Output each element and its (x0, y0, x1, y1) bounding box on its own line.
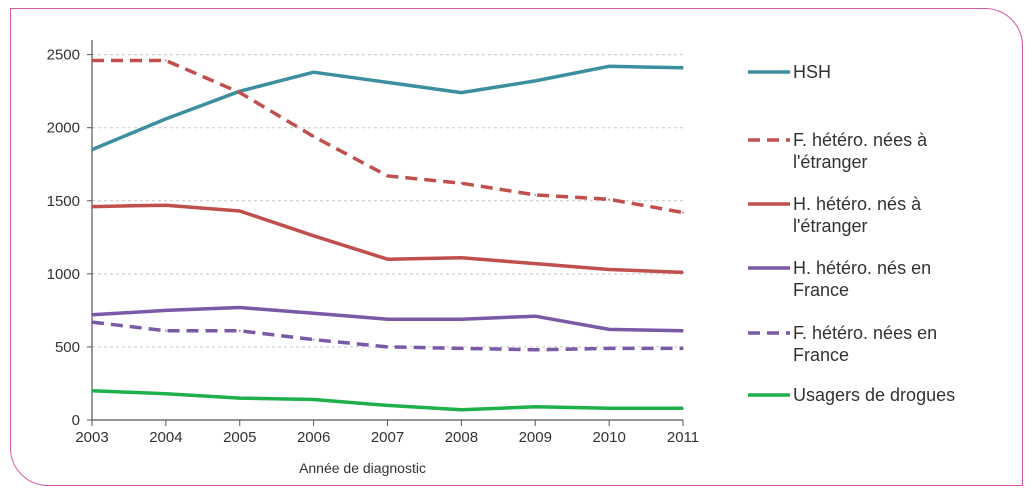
x-tick-label: 2005 (223, 429, 256, 446)
legend-entry: l'étranger (793, 152, 867, 172)
series-point-2 (608, 268, 610, 271)
x-tick-labels: 2003 2004 2005 2006 2007 2008 2009 2010 2011 (75, 429, 699, 446)
series-point-2 (165, 204, 167, 206)
x-tick-label: 2010 (592, 429, 625, 446)
legend-entry: HSH (793, 62, 831, 82)
series-point-0 (460, 91, 463, 94)
series-point-2 (460, 256, 463, 259)
series-point-5 (312, 398, 315, 401)
series-point-1 (460, 182, 463, 185)
series-point-5 (460, 408, 463, 411)
series-point-0 (682, 66, 684, 69)
series-point-1 (386, 175, 389, 177)
series-point-3 (386, 318, 389, 320)
y-tick-label: 2500 (47, 47, 80, 64)
series-point-3 (608, 328, 610, 331)
series-point-2 (312, 235, 315, 237)
series-point-1 (534, 194, 537, 196)
series-point-4 (165, 330, 167, 332)
series-point-3 (312, 312, 315, 315)
series-point-3 (238, 306, 241, 309)
y-tick-label: 1500 (47, 193, 80, 210)
series-point-4 (312, 338, 315, 341)
series-point-5 (386, 404, 389, 407)
series-point-4 (682, 347, 684, 350)
x-tick-label: 2009 (519, 429, 552, 446)
series-point-4 (386, 346, 389, 348)
legend-entry: France (793, 345, 849, 365)
series-point-5 (682, 407, 684, 410)
series-point-3 (91, 313, 93, 316)
series-point-3 (165, 309, 167, 312)
legend-entry: Usagers de drogues (793, 385, 955, 405)
series-point-1 (91, 59, 93, 62)
legend-entry: F. hétéro. nées à (793, 130, 928, 150)
y-tick-label: 1000 (47, 266, 80, 283)
series-point-0 (386, 81, 389, 84)
x-tick-label: 2004 (149, 429, 182, 446)
series-point-2 (91, 205, 93, 208)
series-point-0 (534, 80, 537, 82)
series-point-1 (165, 59, 167, 62)
series-point-2 (534, 262, 537, 265)
series-point-4 (238, 330, 241, 332)
series-point-5 (534, 406, 537, 408)
series-point-0 (608, 65, 610, 68)
legend-entry: H. hétéro. nés en (793, 258, 931, 278)
y-tick-label: 0 (72, 412, 80, 429)
x-axis-label: Année de diagnostic (299, 460, 426, 476)
x-tick-label: 2011 (667, 429, 699, 446)
y-tick-label: 2000 (47, 120, 80, 137)
axes (87, 40, 684, 426)
series-point-0 (312, 71, 315, 73)
series-point-5 (608, 407, 610, 410)
series-point-4 (460, 347, 463, 350)
series-line-2 (91, 203, 684, 275)
legend-entry: F. hétéro. nées en (793, 323, 937, 343)
series-point-3 (682, 330, 684, 332)
series-point-4 (534, 349, 537, 351)
x-tick-label: 2006 (297, 429, 330, 446)
series-point-2 (386, 258, 389, 261)
series-point-2 (682, 271, 684, 274)
gridlines (92, 54, 683, 348)
series-point-1 (238, 91, 241, 94)
legend-entry: France (793, 280, 849, 300)
series-point-3 (460, 318, 463, 320)
series-lines (91, 58, 684, 412)
x-tick-label: 2003 (75, 429, 108, 446)
series-point-1 (608, 198, 610, 201)
series-line-0 (91, 64, 684, 152)
series-point-5 (238, 397, 241, 399)
series-point-1 (682, 211, 684, 214)
series-point-0 (91, 148, 93, 151)
series-point-5 (165, 392, 167, 395)
legend-entry: H. hétéro. nés à (793, 194, 922, 214)
x-tick-label: 2008 (445, 429, 478, 446)
y-tick-label: 500 (55, 339, 80, 356)
series-line-5 (91, 389, 683, 412)
series-point-2 (238, 210, 241, 212)
series-point-1 (312, 135, 315, 138)
x-tick-label: 2007 (371, 429, 404, 446)
series-point-0 (165, 118, 167, 120)
series-point-4 (91, 321, 93, 323)
y-tick-labels: 0 500 1000 1500 2000 2500 (47, 47, 80, 429)
series-point-4 (608, 347, 610, 350)
series-point-5 (91, 389, 93, 392)
legend-entry: l'étranger (793, 216, 867, 236)
series-point-3 (534, 315, 537, 318)
